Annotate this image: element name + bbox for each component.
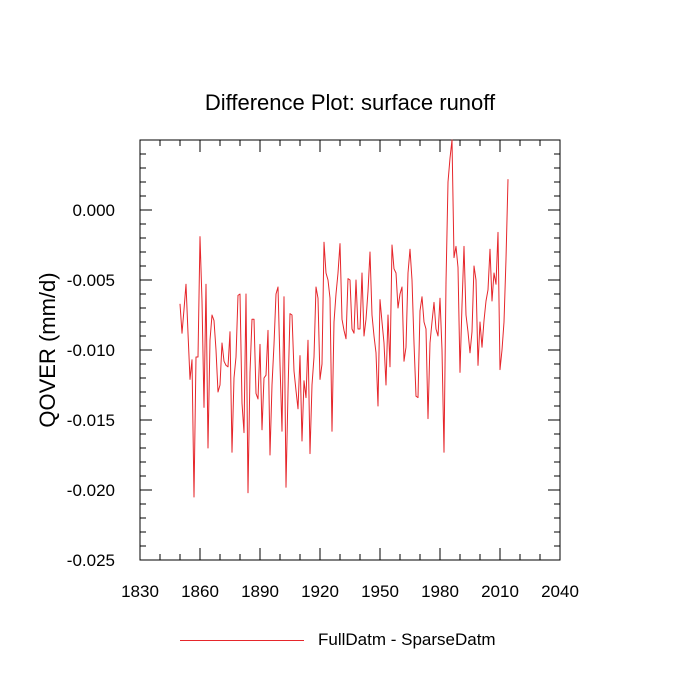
legend-label: FullDatm - SparseDatm [318, 630, 496, 649]
y-tick-label: 0.000 [72, 201, 115, 220]
series-line-fulldatm-sparsedatm [179, 139, 509, 498]
x-tick-label: 1830 [121, 582, 159, 601]
chart-title: Difference Plot: surface runoff [204, 90, 496, 115]
axis-ticks [139, 140, 561, 561]
x-tick-label: 1860 [181, 582, 219, 601]
x-tick-label: 1920 [301, 582, 339, 601]
y-tick-labels: -0.025 -0.020 -0.015 -0.010 -0.005 0.000 [67, 201, 115, 570]
legend-line-swatch [180, 639, 304, 641]
y-tick-label: -0.015 [67, 411, 115, 430]
x-tick-label: 1950 [361, 582, 399, 601]
y-tick-label: -0.010 [67, 341, 115, 360]
x-tick-label: 1890 [241, 582, 279, 601]
x-tick-label: 2010 [481, 582, 519, 601]
y-tick-label: -0.020 [67, 481, 115, 500]
y-tick-label: -0.025 [67, 551, 115, 570]
x-tick-label: 1980 [421, 582, 459, 601]
x-tick-labels: 1830 1860 1890 1920 1950 1980 2010 2040 [121, 582, 579, 601]
x-tick-label: 2040 [541, 582, 579, 601]
legend: FullDatm - SparseDatm [180, 628, 496, 652]
y-tick-label: -0.005 [67, 271, 115, 290]
y-axis-label: QOVER (mm/d) [35, 272, 60, 428]
